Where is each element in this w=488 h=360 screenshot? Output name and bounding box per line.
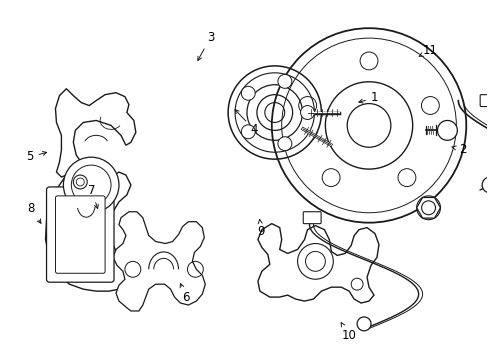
- Text: 10: 10: [341, 323, 356, 342]
- FancyBboxPatch shape: [303, 212, 321, 224]
- Text: 11: 11: [418, 44, 437, 57]
- FancyBboxPatch shape: [46, 187, 114, 282]
- Circle shape: [73, 175, 87, 189]
- FancyBboxPatch shape: [479, 95, 488, 107]
- Circle shape: [277, 137, 291, 150]
- Text: 9: 9: [257, 219, 264, 238]
- Polygon shape: [113, 212, 205, 311]
- Circle shape: [297, 243, 333, 279]
- Circle shape: [241, 86, 255, 100]
- Text: 2: 2: [451, 143, 466, 156]
- Polygon shape: [416, 198, 440, 218]
- Circle shape: [356, 317, 370, 331]
- FancyBboxPatch shape: [55, 196, 105, 273]
- Text: 4: 4: [235, 109, 258, 136]
- Text: 7: 7: [88, 184, 98, 208]
- Circle shape: [277, 75, 291, 88]
- Text: 3: 3: [198, 31, 214, 60]
- Text: 6: 6: [180, 284, 190, 305]
- Text: 5: 5: [26, 150, 46, 163]
- Polygon shape: [45, 89, 139, 291]
- Circle shape: [437, 121, 456, 140]
- Text: 1: 1: [358, 91, 378, 104]
- Circle shape: [300, 105, 314, 120]
- Polygon shape: [257, 224, 378, 303]
- Circle shape: [63, 157, 119, 213]
- Circle shape: [241, 125, 255, 139]
- Circle shape: [481, 177, 488, 193]
- Text: 8: 8: [27, 202, 41, 223]
